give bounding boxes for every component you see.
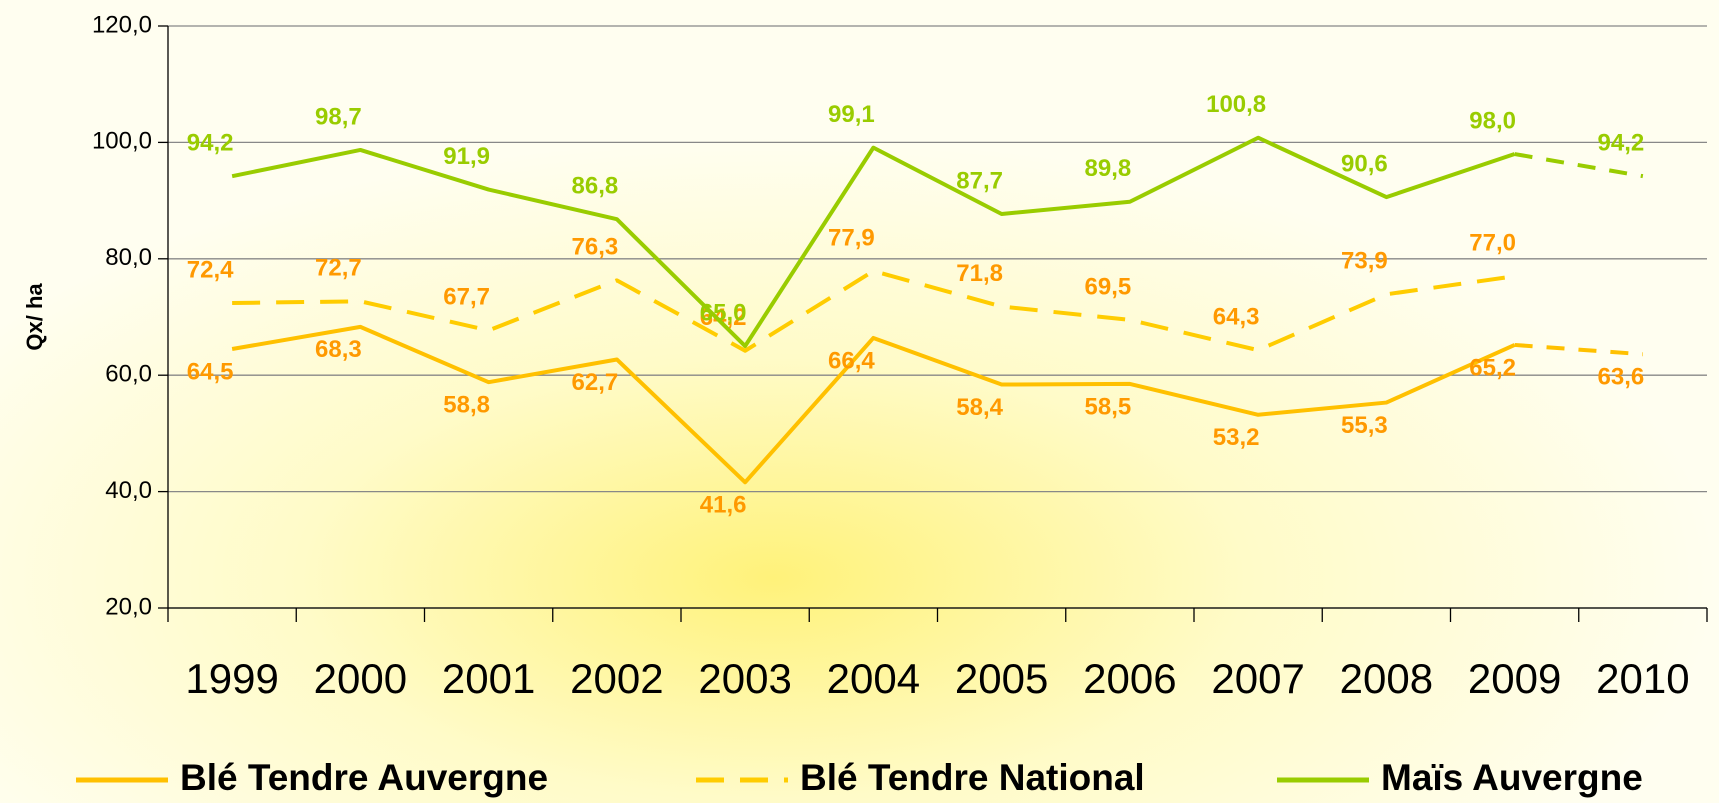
data-label: 72,7 [315, 255, 362, 282]
y-tick-label: 80,0 [105, 244, 152, 271]
data-label: 72,4 [187, 256, 234, 283]
data-label: 90,6 [1341, 150, 1388, 177]
y-tick-label: 120,0 [92, 11, 152, 38]
data-label: 58,8 [443, 392, 490, 419]
x-tick-label: 2009 [1468, 655, 1561, 702]
x-tick-label: 2008 [1340, 655, 1433, 702]
data-label: 62,7 [572, 369, 619, 396]
x-tick-label: 2005 [955, 655, 1048, 702]
x-tick-label: 2006 [1083, 655, 1176, 702]
series-line [231, 324, 1516, 485]
data-label: 71,8 [956, 260, 1003, 287]
data-label: 64,3 [1213, 304, 1260, 331]
legend-label: Blé Tendre National [800, 757, 1145, 798]
data-label: 77,0 [1469, 230, 1516, 257]
data-label: 58,5 [1085, 393, 1132, 420]
data-label: 68,3 [315, 336, 362, 363]
data-label: 63,6 [1598, 364, 1645, 391]
x-tick-label: 2010 [1596, 655, 1689, 702]
legend-label: Blé Tendre Auvergne [180, 757, 548, 798]
data-label: 89,8 [1085, 155, 1132, 182]
y-tick-label: 20,0 [105, 593, 152, 620]
x-tick-label: 2003 [698, 655, 791, 702]
x-tick-label: 2002 [570, 655, 663, 702]
data-label: 55,3 [1341, 412, 1388, 439]
data-label: 94,2 [187, 129, 234, 156]
data-label: 58,4 [956, 394, 1003, 421]
data-label: 64,5 [187, 358, 234, 385]
data-label: 98,7 [315, 103, 362, 130]
data-label: 53,2 [1213, 424, 1260, 451]
x-tick-label: 2004 [827, 655, 920, 702]
x-tick-label: 2001 [442, 655, 535, 702]
data-label: 98,0 [1469, 107, 1516, 134]
data-label: 94,2 [1598, 129, 1645, 156]
x-tick-label: 2007 [1211, 655, 1304, 702]
x-tick-label: 1999 [185, 655, 278, 702]
data-label: 91,9 [443, 143, 490, 170]
data-label: 76,3 [572, 234, 619, 261]
data-label: 41,6 [700, 492, 747, 519]
data-label: 77,9 [828, 224, 875, 251]
y-tick-label: 40,0 [105, 477, 152, 504]
series-line-projected [1514, 342, 1644, 357]
x-tick-label: 2000 [314, 655, 407, 702]
data-label: 87,7 [956, 167, 1003, 194]
y-axis-title: Qx/ ha [22, 283, 47, 351]
data-label: 86,8 [572, 173, 619, 200]
data-label: 65,0 [700, 299, 747, 326]
data-label: 100,8 [1206, 91, 1266, 118]
data-label: 99,1 [828, 101, 875, 128]
y-tick-label: 60,0 [105, 361, 152, 388]
legend-label: Maïs Auvergne [1381, 757, 1643, 798]
y-tick-label: 100,0 [92, 128, 152, 155]
series-line [231, 135, 1516, 349]
data-label: 69,5 [1085, 273, 1132, 300]
data-label: 66,4 [828, 347, 875, 374]
data-label: 67,7 [443, 284, 490, 311]
data-label: 65,2 [1469, 354, 1516, 381]
series-line-projected [1514, 152, 1644, 179]
data-label: 73,9 [1341, 248, 1388, 275]
